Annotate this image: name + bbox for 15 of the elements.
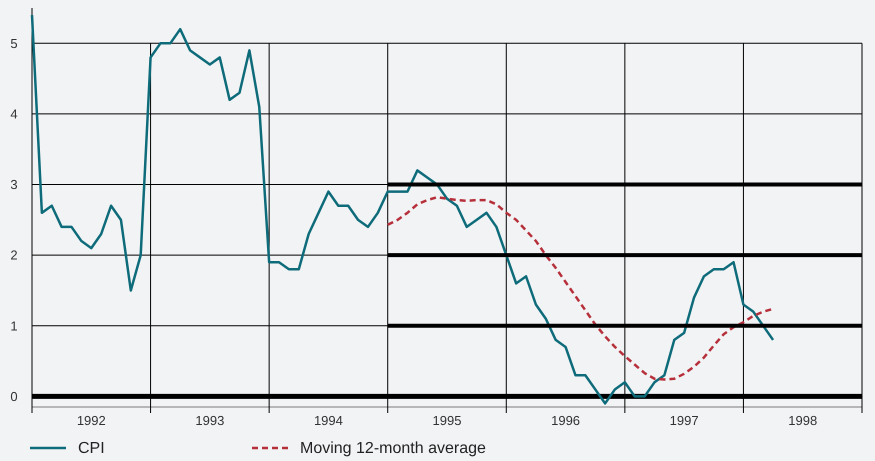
y-tick-label: 0 [10, 388, 18, 404]
x-tick-label: 1993 [195, 413, 224, 428]
y-tick-label: 4 [10, 106, 18, 122]
y-tick-label: 2 [10, 248, 18, 263]
x-tick-label: 1997 [670, 413, 699, 428]
y-tick-label: 5 [10, 36, 18, 51]
legend-label: Moving 12-month average [300, 440, 486, 457]
x-tick-label: 1992 [76, 413, 106, 428]
x-tick-label: 1998 [788, 413, 818, 428]
x-tick-label: 1994 [314, 413, 343, 428]
x-tick-label: 1996 [551, 413, 580, 428]
y-tick-label: 1 [10, 318, 18, 334]
y-tick-label: 3 [10, 177, 18, 192]
legend-label: CPI [78, 440, 105, 457]
x-tick-label: 1995 [432, 413, 462, 428]
